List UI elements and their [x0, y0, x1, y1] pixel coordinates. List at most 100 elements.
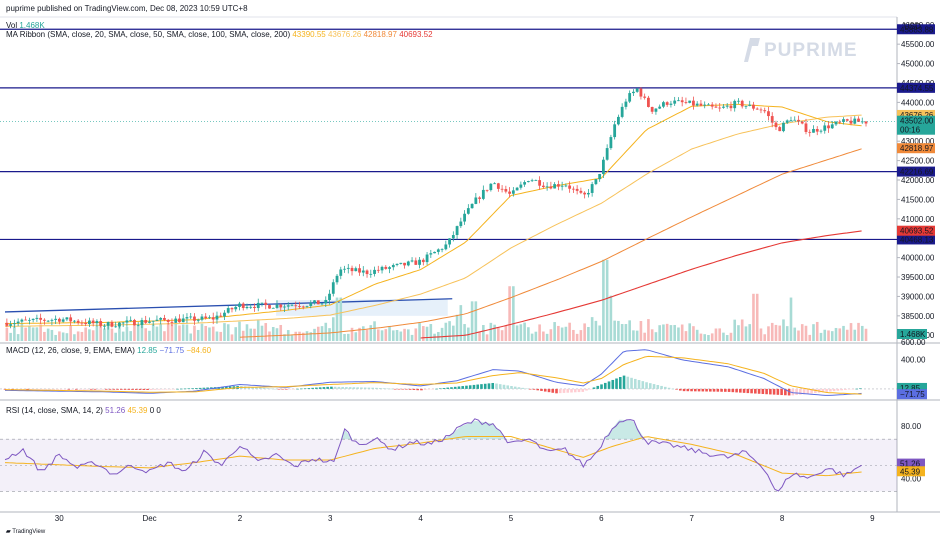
macd-histogram-bar — [716, 388, 720, 392]
volume-bar — [395, 329, 399, 341]
rsi-legend-value-4: 0 — [156, 406, 161, 415]
candle-body — [50, 319, 54, 321]
macd-histogram-bar — [3, 388, 7, 390]
macd-histogram-bar — [412, 388, 416, 390]
candle-body — [110, 322, 114, 327]
candle-body — [699, 103, 703, 106]
candle-body — [65, 317, 69, 320]
macd-histogram-bar — [487, 383, 491, 389]
level-label-bg — [897, 82, 935, 93]
candle-body — [714, 106, 718, 108]
candle-body — [669, 103, 673, 105]
candle-body — [767, 111, 770, 117]
candle-body — [838, 121, 842, 123]
volume-bar — [643, 332, 646, 341]
macd-histogram-bar — [307, 388, 311, 389]
candle-body — [136, 324, 140, 326]
candle-body — [789, 120, 793, 122]
macd-histogram-bar — [97, 388, 101, 390]
macd-histogram-bar — [135, 388, 138, 390]
macd-histogram-bar — [694, 388, 697, 392]
volume-bar — [800, 324, 804, 341]
candle-body — [275, 304, 279, 308]
volume-bar — [549, 329, 553, 341]
candle-body — [241, 303, 245, 309]
candle-body — [388, 267, 391, 269]
volume-bar — [46, 328, 50, 341]
volume-bar — [493, 324, 496, 341]
candle-body — [294, 305, 298, 307]
volume-bar — [114, 332, 117, 341]
macd-histogram-bar — [540, 388, 543, 391]
volume-bar — [5, 327, 9, 341]
macd-histogram-bar — [93, 388, 97, 390]
volume-bar — [639, 321, 643, 341]
macd-histogram-bar — [611, 379, 615, 389]
candle-body — [410, 260, 414, 262]
macd-histogram-bar — [652, 384, 656, 389]
macd-histogram-bar — [408, 388, 412, 390]
macd-histogram-bar — [352, 387, 356, 389]
volume-bar — [380, 330, 384, 341]
rsi-legend-value-1: 51.26 — [105, 406, 126, 415]
macd-histogram-bar — [757, 388, 761, 394]
volume-bar — [174, 323, 178, 341]
volume-bar — [95, 325, 99, 341]
candle-body — [808, 131, 812, 133]
ma-ribbon-legend: MA Ribbon (SMA, close, 20, SMA, close, 5… — [6, 30, 433, 39]
candle-body — [425, 254, 429, 263]
volume-bar — [80, 331, 84, 341]
macd-histogram-bar — [285, 388, 288, 390]
macd-histogram-bar — [761, 388, 765, 395]
candle-body — [399, 262, 403, 264]
candle-body — [478, 197, 481, 199]
volume-bar — [103, 328, 106, 341]
macd-histogram-bar — [791, 388, 795, 396]
volume-bar — [718, 328, 722, 341]
current-price-label: 43502.00 — [900, 117, 934, 126]
macd-histogram-bar — [450, 387, 453, 389]
candle-body — [305, 305, 309, 307]
candle-body — [568, 185, 572, 189]
candle-body — [27, 319, 31, 321]
macd-histogram-bar — [588, 388, 592, 390]
volume-bar — [804, 325, 808, 341]
volume-bar — [673, 324, 676, 341]
ma-value-label: 42818.97 — [900, 144, 934, 153]
volume-bar — [444, 322, 448, 341]
candle-body — [358, 268, 361, 273]
ma-label-bg — [897, 143, 935, 154]
candle-body — [54, 318, 58, 320]
macd-histogram-bar — [832, 388, 836, 392]
volume-bar — [767, 326, 770, 341]
candle-body — [99, 321, 103, 326]
volume-bar — [647, 319, 650, 341]
ma200-line — [420, 230, 862, 339]
macd-histogram-bar — [712, 388, 716, 392]
candle-body — [553, 184, 557, 189]
candle-body — [376, 269, 380, 271]
rsi-value-label: 45.39 — [900, 467, 921, 476]
macd-histogram-bar — [292, 388, 296, 390]
macd-histogram-bar — [746, 388, 750, 394]
volume-bar — [35, 327, 39, 341]
volume-bar — [710, 333, 714, 341]
candle-body — [46, 320, 50, 322]
candle-body — [181, 318, 185, 323]
candle-body — [800, 121, 804, 124]
candle-body — [88, 320, 91, 325]
volume-bar — [463, 324, 466, 341]
macd-histogram-bar — [600, 384, 603, 389]
candle-body — [665, 102, 669, 105]
macd-histogram-bar — [615, 378, 618, 389]
macd-histogram-bar — [806, 388, 810, 394]
candle-body — [421, 259, 425, 263]
macd-histogram-bar — [697, 388, 701, 392]
price-tick-label: 42000.00 — [901, 176, 935, 185]
macd-line — [5, 349, 862, 396]
level-label-bg — [897, 24, 935, 35]
volume-bar — [230, 334, 234, 341]
candle-body — [193, 316, 196, 321]
macd-histogram-bar — [401, 388, 404, 390]
volume-bar — [208, 327, 211, 341]
